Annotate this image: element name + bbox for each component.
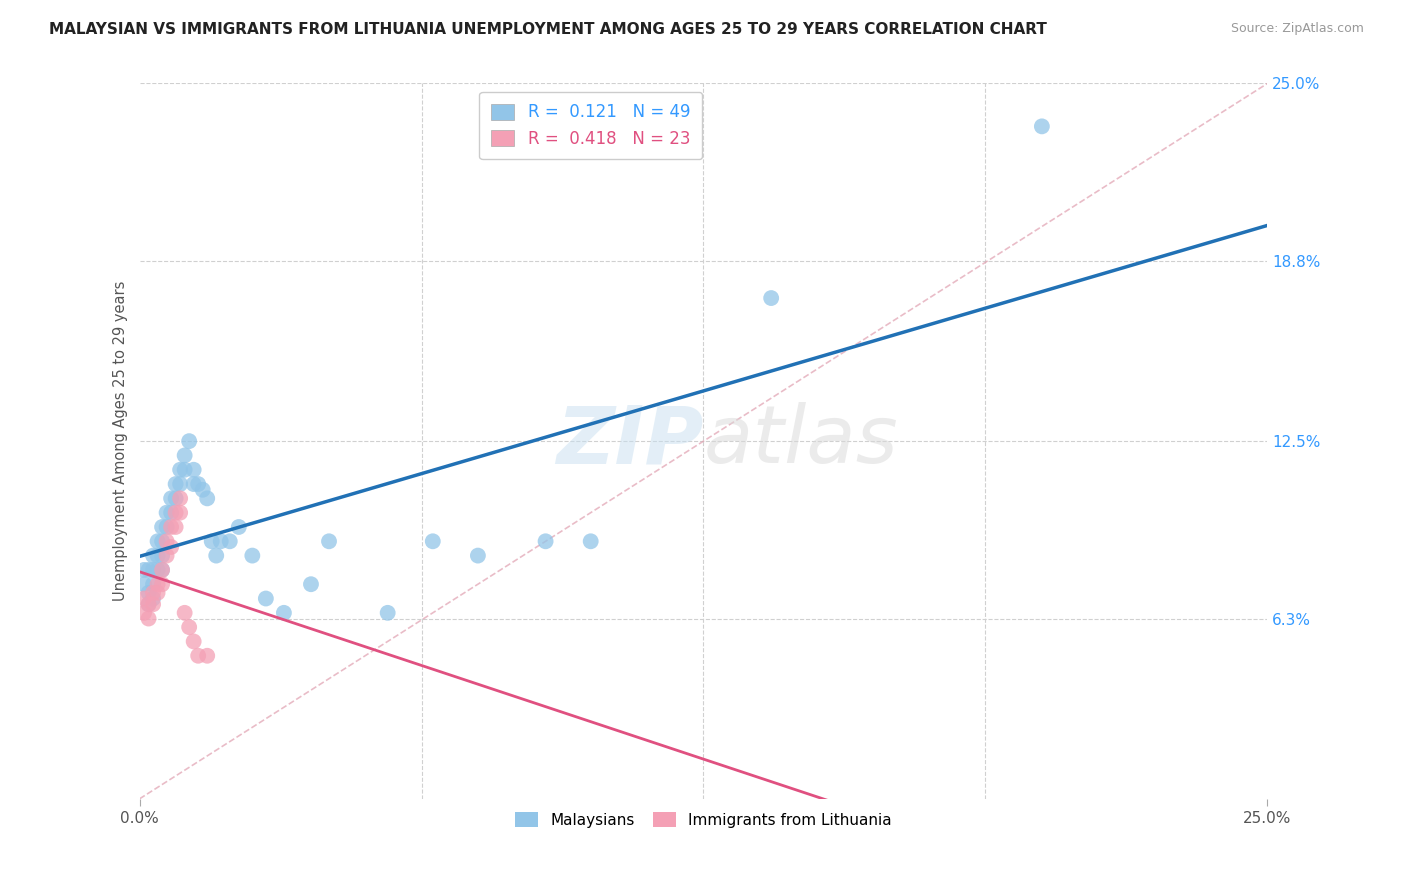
Point xyxy=(160,520,183,534)
Text: Source: ZipAtlas.com: Source: ZipAtlas.com xyxy=(1230,22,1364,36)
Point xyxy=(138,563,160,577)
Point xyxy=(173,606,195,620)
Point xyxy=(150,534,173,549)
Point xyxy=(467,549,489,563)
Point xyxy=(155,506,177,520)
Point xyxy=(759,291,782,305)
Point xyxy=(299,577,322,591)
Point xyxy=(173,463,195,477)
Point xyxy=(165,491,187,506)
Text: ZIP: ZIP xyxy=(557,402,703,480)
Point xyxy=(254,591,277,606)
Legend: Malaysians, Immigrants from Lithuania: Malaysians, Immigrants from Lithuania xyxy=(509,806,898,834)
Point xyxy=(142,563,165,577)
Point xyxy=(273,606,295,620)
Point xyxy=(169,506,191,520)
Point xyxy=(132,591,155,606)
Point xyxy=(165,506,187,520)
Point xyxy=(1031,120,1053,134)
Point xyxy=(183,477,205,491)
Point xyxy=(146,586,169,600)
Point xyxy=(142,577,165,591)
Point xyxy=(146,563,169,577)
Point xyxy=(187,477,209,491)
Point xyxy=(138,611,160,625)
Point xyxy=(132,577,155,591)
Point xyxy=(179,620,201,634)
Text: atlas: atlas xyxy=(703,402,898,480)
Point xyxy=(146,549,169,563)
Point xyxy=(195,648,218,663)
Point xyxy=(377,606,399,620)
Point xyxy=(138,597,160,611)
Point xyxy=(228,520,250,534)
Point xyxy=(534,534,557,549)
Point xyxy=(146,577,169,591)
Point xyxy=(132,563,155,577)
Point xyxy=(318,534,340,549)
Point xyxy=(132,606,155,620)
Point xyxy=(179,434,201,449)
Point xyxy=(195,491,218,506)
Point xyxy=(183,634,205,648)
Point xyxy=(142,591,165,606)
Point xyxy=(183,463,205,477)
Point xyxy=(160,506,183,520)
Point xyxy=(422,534,444,549)
Point xyxy=(138,597,160,611)
Point xyxy=(218,534,240,549)
Point xyxy=(155,549,177,563)
Point xyxy=(187,648,209,663)
Point xyxy=(160,491,183,506)
Point xyxy=(169,477,191,491)
Point xyxy=(142,586,165,600)
Point xyxy=(146,534,169,549)
Point xyxy=(165,477,187,491)
Point xyxy=(165,520,187,534)
Point xyxy=(579,534,602,549)
Point xyxy=(155,534,177,549)
Point xyxy=(205,549,228,563)
Point xyxy=(150,577,173,591)
Point xyxy=(150,520,173,534)
Point xyxy=(169,491,191,506)
Point xyxy=(142,597,165,611)
Point xyxy=(191,483,214,497)
Point xyxy=(150,563,173,577)
Point xyxy=(240,549,263,563)
Point xyxy=(138,586,160,600)
Y-axis label: Unemployment Among Ages 25 to 29 years: Unemployment Among Ages 25 to 29 years xyxy=(114,281,128,601)
Point xyxy=(209,534,232,549)
Point xyxy=(160,540,183,554)
Point xyxy=(201,534,224,549)
Point xyxy=(142,549,165,563)
Point xyxy=(150,563,173,577)
Point xyxy=(169,463,191,477)
Point xyxy=(173,449,195,463)
Point xyxy=(150,549,173,563)
Text: MALAYSIAN VS IMMIGRANTS FROM LITHUANIA UNEMPLOYMENT AMONG AGES 25 TO 29 YEARS CO: MALAYSIAN VS IMMIGRANTS FROM LITHUANIA U… xyxy=(49,22,1047,37)
Point xyxy=(155,520,177,534)
